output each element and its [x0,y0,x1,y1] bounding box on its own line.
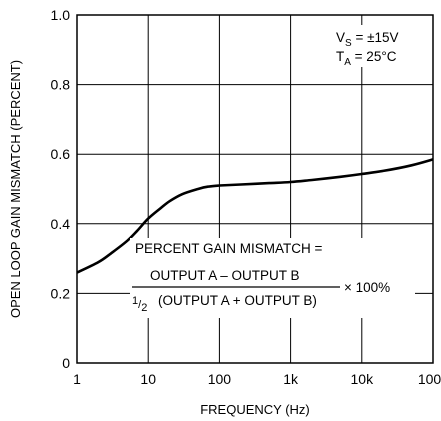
formula-denominator: (OUTPUT A + OUTPUT B) [158,293,317,308]
vs-condition: VS = ±15V [336,30,399,49]
y-axis-label: OPEN LOOP GAIN MISMATCH (PERCENT) [8,60,23,318]
conditions-annotation: VS = ±15V TA = 25°C [332,25,428,68]
x-tick-label: 1 [73,371,81,387]
x-tick-label: 1k [283,371,299,387]
y-tick-label: 0.8 [51,77,71,93]
ta-condition: TA = 25°C [336,49,397,68]
y-tick-label: 0.4 [51,216,71,232]
x-tick-label: 100 [208,371,232,387]
x-tick-labels: 1 10 100 1k 10k 100k [73,371,441,387]
y-tick-label: 0 [62,355,70,371]
y-tick-label: 1.0 [51,7,71,23]
x-tick-label: 10k [351,371,375,387]
formula-multiplier: × 100% [344,280,390,295]
y-tick-label: 0.6 [51,146,71,162]
x-tick-label: 10 [140,371,156,387]
x-tick-label: 100k [418,371,441,387]
formula-annotation: PERCENT GAIN MISMATCH = OUTPUT A – OUTPU… [130,238,415,318]
x-axis-label: FREQUENCY (Hz) [200,402,310,417]
formula-title: PERCENT GAIN MISMATCH = [135,241,323,256]
conditions-background [332,25,428,67]
formula-background [130,238,415,318]
formula-numerator: OUTPUT A – OUTPUT B [150,268,300,283]
y-tick-label: 0.2 [51,285,71,301]
y-tick-labels: 0 0.2 0.4 0.6 0.8 1.0 [51,7,71,371]
formula-half: 1/2 [132,295,147,314]
plot-frame [76,14,434,364]
